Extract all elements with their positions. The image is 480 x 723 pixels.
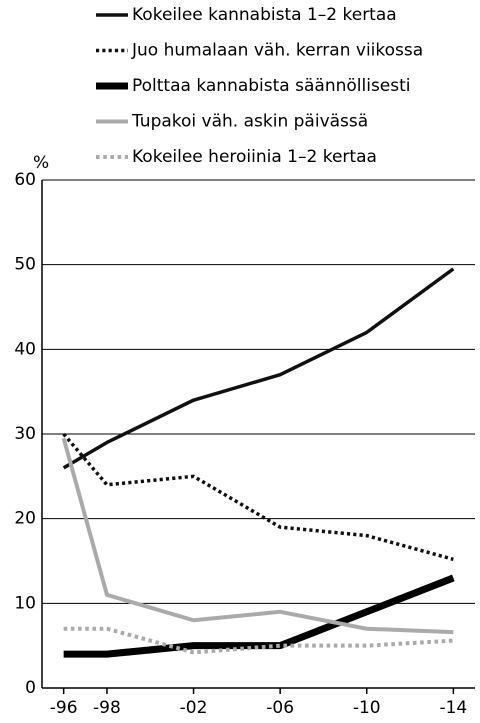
legend-label: Polttaa kannabista säännöllisesti [132, 76, 411, 96]
x-tick-label: -02 [180, 698, 208, 718]
y-tick-label: 0 [25, 678, 36, 698]
legend-label: Kokeilee kannabista 1–2 kertaa [132, 5, 397, 25]
x-tick-label: -14 [439, 698, 467, 718]
x-tick-label: -10 [353, 698, 381, 718]
x-tick-label: -98 [93, 698, 121, 718]
legend-label: Tupakoi väh. askin päivässä [131, 112, 368, 132]
data-line [61, 437, 454, 635]
y-tick-label: 60 [14, 170, 36, 190]
y-tick-label: 20 [14, 509, 36, 529]
legend-label: Kokeilee heroiinia 1–2 kertaa [132, 147, 377, 167]
data-line [62, 432, 454, 561]
x-tick-label: -06 [266, 698, 294, 718]
data-line [63, 574, 455, 658]
data-line [63, 626, 454, 655]
y-tick-label: 40 [14, 339, 36, 359]
y-tick-label: 50 [14, 255, 36, 275]
y-tick-label: 10 [14, 593, 36, 613]
x-tick-label: -96 [50, 698, 78, 718]
legend-label: Juo humalaan väh. kerran viikossa [131, 41, 423, 61]
data-line [62, 267, 455, 470]
y-tick-label: 30 [14, 424, 36, 444]
y-axis-label: % [33, 153, 49, 173]
